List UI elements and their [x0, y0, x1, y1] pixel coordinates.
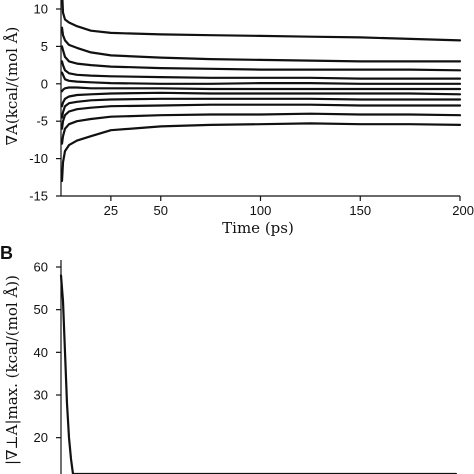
panel-a-series-line-11	[60, 122, 462, 183]
panel-a-series-line-3	[60, 45, 462, 72]
panel-a-y-tick-label: -10	[29, 151, 48, 166]
panel-a-y-ticks: 10 5 0 -5 -10 -15	[29, 2, 61, 204]
panel-b-y-ticks: 60 50 40 30 20 10	[34, 260, 61, 474]
panel-a-series-line-8	[60, 97, 462, 119]
panel-a-x-tick-label: 50	[154, 203, 168, 218]
panel-a-x-tick-label: 200	[452, 203, 474, 218]
panel-a-series-line-5	[60, 71, 462, 85]
panel-a-x-tick-label: 100	[250, 203, 272, 218]
panel-a-series-line-10	[60, 112, 462, 145]
panel-a-series-line-7	[60, 91, 462, 108]
panel-a-series-line-1	[61, 0, 462, 42]
panel-b-y-tick-label: 20	[34, 430, 48, 445]
panel-b: B 60 50 40 30 20 10 |∇⊥A|max. (kcal/(mol Å))	[0, 243, 458, 474]
panel-a-x-tick-label: 25	[104, 203, 118, 218]
panel-a-y-axis-label: ∇A(kcal/(mol Å)	[3, 27, 21, 146]
panel-b-y-axis-label: |∇⊥A|max. (kcal/(mol Å))	[3, 275, 21, 465]
panel-a-y-tick-label: 0	[41, 76, 48, 91]
panel-a-series-line-4	[60, 60, 462, 80]
panel-b-series-line-1	[59, 274, 458, 474]
panel-b-letter: B	[0, 243, 13, 263]
panel-a-series-line-6	[60, 86, 462, 93]
panel-a-y-tick-label: -15	[29, 189, 48, 204]
panel-a-x-axis-label: Time (ps)	[222, 219, 294, 237]
panel-b-series-group	[59, 274, 458, 474]
panel-b-y-tick-label: 30	[34, 388, 48, 403]
panel-a-y-tick-label: 10	[34, 2, 48, 17]
panel-a-x-tick-label: 150	[349, 203, 371, 218]
panel-a-y-tick-label: -5	[36, 114, 48, 129]
panel-a-series-group	[60, 0, 462, 183]
panel-a-series-line-9	[60, 103, 462, 130]
panel-b-y-tick-label: 40	[34, 345, 48, 360]
panel-b-y-tick-label: 60	[34, 260, 48, 275]
panel-b-y-tick-label: 50	[34, 302, 48, 317]
panel-a-y-tick-label: 5	[41, 39, 48, 54]
panel-a-x-ticks: 25 50 100 150 200	[104, 196, 474, 218]
panel-b-y-tick-label: 10	[34, 473, 48, 474]
panel-a-series-line-2	[60, 26, 462, 63]
